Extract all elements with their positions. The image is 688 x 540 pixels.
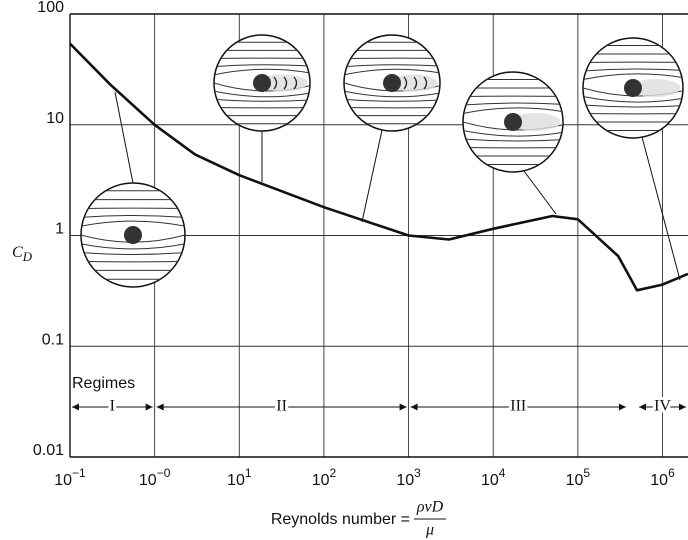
- streamline: [214, 64, 310, 68]
- eddy: [423, 76, 428, 90]
- y-tick-label: 0.1: [42, 331, 64, 348]
- drag-curve: [69, 42, 688, 292]
- x-tick-label: 105: [566, 466, 591, 489]
- connector-line: [361, 129, 383, 223]
- streamline: [81, 243, 185, 250]
- y-tick-label: 10: [46, 110, 64, 127]
- sphere: [253, 74, 271, 92]
- wake: [630, 79, 681, 97]
- streamline: [583, 104, 683, 108]
- x-axis-label-denominator: μ: [425, 522, 434, 539]
- eddy: [283, 76, 288, 90]
- regime-label: II: [276, 398, 287, 415]
- streamline: [344, 64, 440, 68]
- eddy: [273, 76, 278, 90]
- sphere: [504, 113, 522, 131]
- streamline: [463, 107, 563, 114]
- sphere: [383, 74, 401, 92]
- regime-label: IV: [654, 398, 671, 415]
- eddy: [293, 76, 298, 90]
- y-tick-label: 0.01: [33, 442, 64, 459]
- streamline: [583, 73, 683, 80]
- regimes-title: Regimes: [72, 375, 135, 392]
- sphere: [624, 79, 642, 97]
- streamline: [214, 98, 310, 102]
- connector-line: [114, 91, 134, 184]
- streamline: [81, 220, 185, 227]
- connector-line: [641, 136, 681, 281]
- x-tick-label: 10−0: [139, 466, 171, 489]
- streamline: [344, 98, 440, 102]
- x-tick-label: 104: [481, 466, 506, 489]
- regime-label: III: [510, 398, 526, 415]
- eddy: [413, 76, 418, 90]
- streamline: [583, 96, 683, 103]
- x-tick-label: 103: [396, 466, 421, 489]
- streamline: [344, 68, 440, 76]
- regime-label: I: [110, 398, 115, 415]
- x-tick-label: 10−1: [54, 466, 86, 489]
- x-tick-label: 102: [312, 466, 337, 489]
- streamline: [344, 90, 440, 98]
- y-tick-label: 100: [37, 0, 64, 16]
- streamline: [463, 102, 563, 106]
- streamline: [583, 68, 683, 72]
- wake: [510, 113, 561, 131]
- streamline: [214, 90, 310, 98]
- streamlines: [344, 41, 440, 125]
- sphere: [124, 226, 142, 244]
- streamline: [81, 252, 185, 255]
- x-tick-label: 106: [650, 466, 675, 489]
- x-axis-label: Reynolds number =: [271, 511, 410, 528]
- y-tick-label: 1: [55, 221, 64, 238]
- streamline: [463, 138, 563, 142]
- streamline: [81, 215, 185, 218]
- y-axis-label: CD: [12, 244, 33, 264]
- streamline: [463, 130, 563, 137]
- eddy: [403, 76, 408, 90]
- x-tick-label: 101: [227, 466, 252, 489]
- x-axis-label-numerator: ρvD: [416, 499, 444, 516]
- connector-line: [523, 170, 557, 215]
- streamline: [214, 68, 310, 76]
